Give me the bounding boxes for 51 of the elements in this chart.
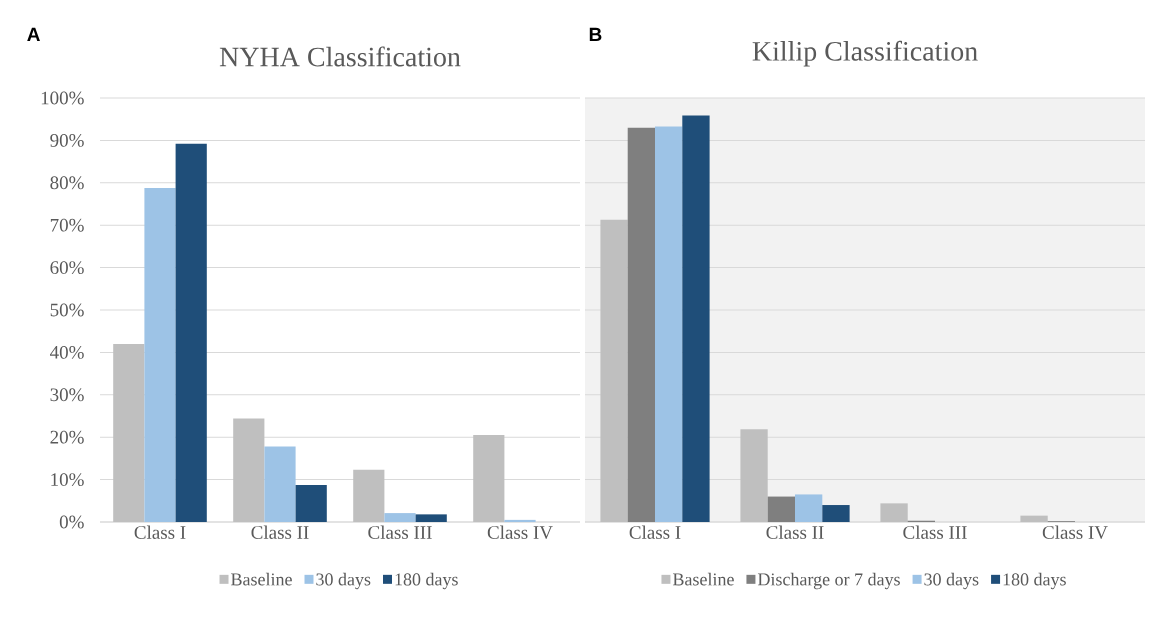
chart-title: Killip Classification [752, 40, 978, 67]
bar [295, 485, 327, 522]
bar [504, 519, 536, 522]
bar [353, 469, 385, 522]
legend-label: 180 days [395, 572, 458, 590]
bar [655, 126, 683, 522]
y-tick-label: 50% [50, 303, 84, 317]
x-tick-label: Class II [766, 525, 824, 539]
y-tick-label: 0% [59, 515, 84, 529]
bar [627, 127, 656, 522]
y-tick-label: 10% [51, 473, 84, 487]
bar [175, 143, 207, 522]
y-tick-label: 30% [50, 388, 84, 402]
bar [600, 219, 628, 522]
x-tick-label: Class I [629, 525, 681, 539]
legend-label: 30 days [316, 572, 371, 590]
legend-label: Discharge or 7 days [757, 572, 900, 590]
x-tick-label: Class IV [1042, 525, 1108, 539]
legend-label: 180 days [1003, 572, 1066, 590]
bar [767, 496, 796, 522]
x-tick-label: Class II [251, 525, 309, 539]
y-tick-label: 40% [50, 345, 84, 359]
text: A [27, 27, 40, 41]
y-tick-label: 100% [41, 91, 84, 105]
x-tick-label: Class III [903, 525, 967, 539]
text: B [589, 27, 602, 41]
y-tick-label: 60% [50, 261, 84, 275]
bar [473, 435, 505, 522]
legend-label: Baseline [672, 572, 734, 586]
bar [795, 494, 823, 522]
y-tick-label: 80% [50, 176, 84, 190]
bar [415, 514, 447, 522]
x-tick-label: Class IV [487, 525, 553, 539]
bar [144, 187, 176, 522]
legend-label: 30 days [924, 572, 979, 590]
x-tick-label: Class III [368, 525, 432, 539]
bar [264, 446, 296, 522]
y-tick-label: 20% [50, 430, 84, 444]
y-tick-label: 70% [50, 218, 84, 232]
bar [880, 503, 908, 522]
bar [822, 505, 850, 522]
y-tick-label: 90% [50, 133, 84, 147]
bar [384, 513, 416, 522]
bar [740, 429, 768, 522]
bar [113, 343, 145, 522]
chart-title: NYHA Classification [219, 46, 461, 67]
bar [1020, 515, 1048, 522]
bar [682, 115, 710, 522]
x-tick-label: Class I [134, 525, 186, 539]
legend-label: Baseline [231, 572, 292, 586]
bar [233, 418, 265, 522]
